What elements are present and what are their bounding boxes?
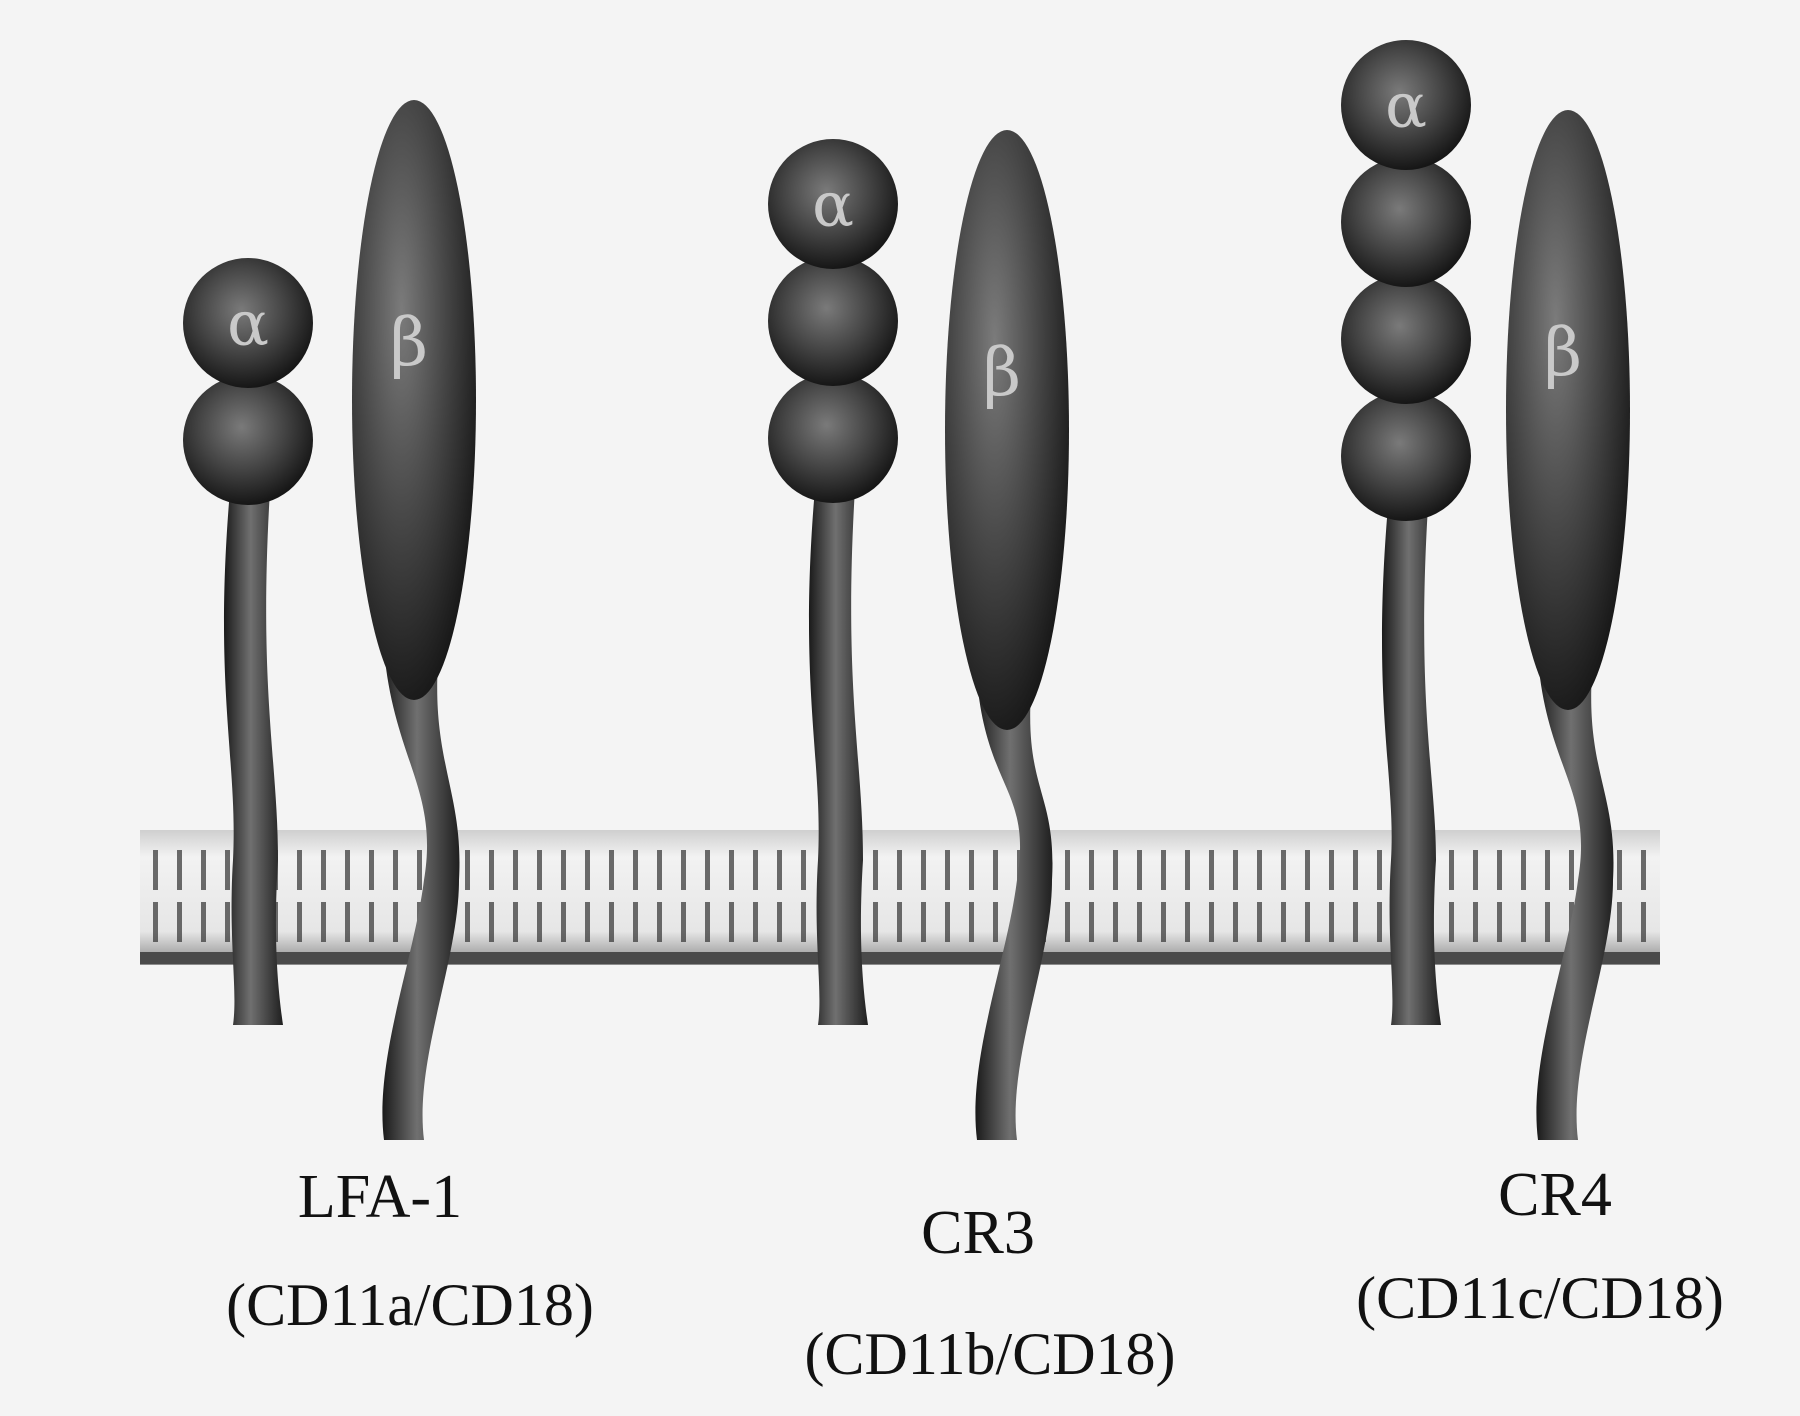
alpha-domain (1341, 40, 1471, 170)
beta-chain-tail (1536, 660, 1614, 1140)
integrin-groups: α β LFA-1 (CD11a/CD18) α β CR3 (CD11b/CD18) α β CR… (183, 40, 1724, 1387)
alpha-chain-tail (808, 488, 868, 1025)
integrin-composition: (CD11b/CD18) (804, 1321, 1175, 1387)
integrin-cr3: α β CR3 (CD11b/CD18) (768, 130, 1176, 1387)
alpha-domain (768, 373, 898, 503)
alpha-chain-tail (1381, 506, 1441, 1025)
beta-chain-tail (975, 680, 1053, 1140)
beta-domain (1506, 110, 1630, 710)
beta-label: β (983, 334, 1021, 411)
alpha-domain (768, 256, 898, 386)
alpha-domain (1341, 274, 1471, 404)
beta-domain (945, 130, 1069, 730)
beta-label: β (1544, 314, 1582, 391)
integrin-lfa-1: α β LFA-1 (CD11a/CD18) (183, 100, 594, 1338)
alpha-domain (183, 258, 313, 388)
beta-label: β (390, 304, 428, 381)
alpha-domain (768, 139, 898, 269)
alpha-domain (1341, 391, 1471, 521)
beta-chain-tail (382, 650, 460, 1140)
alpha-label: α (1385, 69, 1427, 142)
integrin-name: LFA-1 (298, 1163, 462, 1231)
alpha-domain (183, 375, 313, 505)
integrin-composition: (CD11c/CD18) (1356, 1265, 1724, 1331)
integrin-composition: (CD11a/CD18) (226, 1272, 594, 1338)
alpha-label: α (812, 168, 854, 241)
integrin-name: CR4 (1498, 1161, 1612, 1229)
alpha-domain (1341, 157, 1471, 287)
integrin-cr4: α β CR4 (CD11c/CD18) (1341, 40, 1724, 1331)
alpha-label: α (227, 287, 269, 360)
alpha-chain-tail (223, 490, 283, 1025)
beta-domain (352, 100, 476, 700)
integrin-name: CR3 (921, 1199, 1035, 1267)
membrane-inner-edge (140, 952, 1660, 964)
